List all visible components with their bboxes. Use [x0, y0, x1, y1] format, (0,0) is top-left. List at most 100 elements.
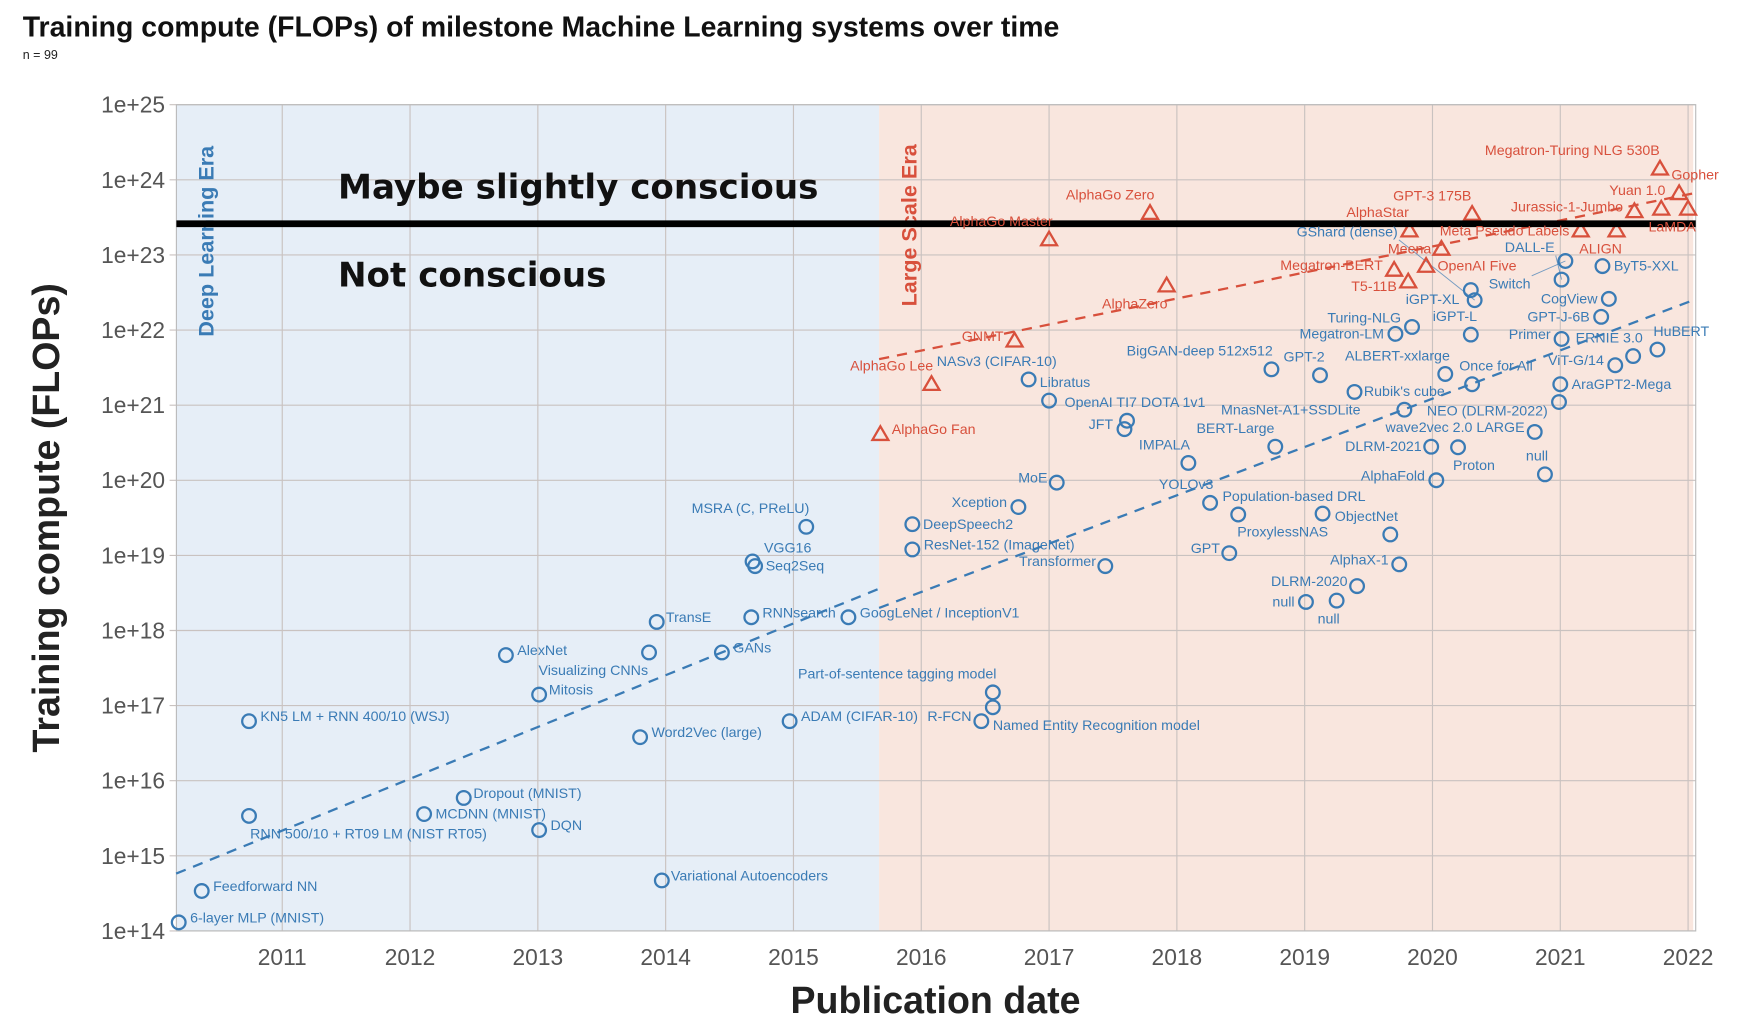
data-point-circle — [1391, 556, 1408, 573]
data-point-label: null — [1272, 594, 1294, 610]
data-point-circle — [1202, 494, 1219, 511]
x-axis-ticks: 2011 2012 2013 2014 2015 2016 2017 2018 2019 2020… — [258, 944, 1714, 970]
data-point-label: ResNet-152 (ImageNet) — [924, 537, 1075, 553]
y-tick-label: 1e+25 — [101, 92, 165, 118]
data-point-circle — [747, 558, 764, 575]
data-point-circle — [1649, 341, 1666, 358]
x-tick-label: 2020 — [1407, 944, 1458, 970]
x-tick-label: 2016 — [896, 944, 947, 970]
data-point-circle — [653, 872, 670, 889]
data-point-label: Jurassic-1-Jumbo — [1511, 199, 1623, 215]
data-point-triangle — [921, 373, 942, 392]
data-point-circle — [241, 807, 257, 824]
data-point-label: GShard (dense) — [1297, 224, 1398, 240]
data-point-triangle — [1431, 238, 1452, 256]
x-tick-label: 2017 — [1024, 944, 1075, 970]
annotation-above: Maybe slightly conscious — [338, 168, 818, 208]
data-point-circle — [1404, 318, 1420, 335]
x-tick-label: 2022 — [1663, 944, 1714, 970]
data-point-circle — [840, 609, 857, 626]
data-point-label: AlphaGo Lee — [850, 359, 933, 375]
data-point-circle — [455, 789, 472, 806]
y-tick-label: 1e+20 — [101, 467, 165, 493]
data-point-label: Switch — [1489, 276, 1531, 292]
data-point-circle — [170, 914, 187, 931]
data-point-circle — [497, 647, 514, 664]
data-point-circle — [1020, 371, 1037, 388]
data-point-circle — [193, 883, 210, 899]
data-point-triangle — [1678, 198, 1699, 216]
era-region — [176, 104, 880, 931]
data-point-label: YOLOv3 — [1159, 477, 1214, 493]
y-tick-label: 1e+19 — [101, 542, 165, 568]
data-point-circle — [1297, 593, 1314, 610]
data-point-label: GPT-3 175B — [1393, 188, 1471, 204]
data-point-triangle — [1399, 220, 1420, 238]
data-point-label: Meena — [1388, 242, 1432, 258]
y-tick-label: 1e+18 — [101, 617, 165, 643]
data-point-circle — [1625, 348, 1642, 365]
data-point-label: ALIGN — [1579, 241, 1622, 257]
data-point-circle — [1387, 325, 1404, 342]
data-point-label: GPT-J-6B — [1527, 309, 1589, 325]
data-point-label: AlphaStar — [1346, 205, 1409, 221]
data-point-label: RNNsearch — [762, 605, 835, 621]
data-point-label: AlexNet — [517, 643, 567, 659]
data-point-circle — [743, 609, 760, 626]
data-point-circle — [1437, 366, 1454, 382]
data-point-label: ByT5-XXL — [1614, 259, 1679, 275]
data-point-circle — [798, 518, 815, 535]
y-tick-label: 1e+22 — [101, 317, 165, 343]
data-point-label: R-FCN — [927, 709, 971, 725]
data-point-circle — [241, 713, 257, 730]
data-point-label: CogView — [1541, 291, 1598, 307]
data-point-triangle — [870, 424, 891, 442]
gridlines — [169, 104, 1697, 932]
data-point-label: AlphaZero — [1102, 296, 1168, 312]
data-point-label: TransE — [666, 610, 711, 626]
data-point-circle — [1450, 439, 1467, 456]
data-point-label: DeepSpeech2 — [923, 517, 1013, 533]
data-point-circle — [1526, 423, 1543, 440]
annotation-below: Not conscious — [338, 255, 606, 295]
data-point-triangle — [1004, 330, 1025, 348]
y-tick-label: 1e+15 — [101, 843, 165, 869]
data-point-label: Megatron-LM — [1299, 326, 1384, 342]
data-point-label: null — [1318, 611, 1340, 627]
data-point-circle — [531, 822, 548, 839]
data-point-label: OpenAI Five — [1437, 259, 1516, 275]
data-point-circle — [984, 684, 1001, 701]
data-point-label: AlphaGo Fan — [892, 422, 976, 438]
data-point-label: GPT — [1191, 541, 1221, 557]
data-point-label: MnasNet-A1+SSDLite — [1221, 403, 1361, 419]
data-point-triangle — [1624, 201, 1645, 219]
data-point-circle — [1346, 383, 1363, 400]
era-backgrounds — [176, 104, 1694, 931]
data-point-circle — [1396, 401, 1413, 418]
data-point-label: Rubik's cube — [1364, 384, 1445, 400]
data-point-label: Xception — [952, 495, 1007, 511]
data-point-circle — [781, 713, 798, 730]
data-point-label: Word2Vec (large) — [651, 725, 761, 741]
data-point-circle — [1557, 253, 1574, 269]
data-point-label: T5-11B — [1351, 279, 1397, 295]
data-point-markers — [170, 158, 1699, 931]
data-point-label: GoogLeNet / InceptionV1 — [860, 605, 1020, 621]
data-point-label: ERNIE 3.0 — [1576, 330, 1643, 346]
data-point-labels: 6-layer MLP (MNIST) Feedforward NN KN5 LM … — [190, 143, 1719, 926]
data-point-label: IMPALA — [1139, 437, 1191, 453]
data-point-label: Feedforward NN — [213, 879, 317, 895]
data-point-label: Primer — [1509, 327, 1551, 343]
data-point-circle — [1553, 331, 1570, 347]
data-point-label: AlphaX-1 — [1330, 552, 1389, 568]
data-point-label: AlphaGo Zero — [1066, 187, 1155, 203]
data-point-circle — [1593, 308, 1610, 325]
data-point-triangle — [1039, 229, 1060, 247]
data-point-label: OpenAI TI7 DOTA 1v1 — [1065, 395, 1206, 411]
data-point-circle — [648, 613, 665, 630]
chart-title: Training compute (FLOPs) of milestone Ma… — [23, 11, 1060, 43]
data-point-label: KN5 LM + RNN 400/10 (WSJ) — [260, 709, 449, 725]
x-tick-label: 2014 — [640, 944, 691, 970]
data-point-label: DLRM-2020 — [1271, 574, 1348, 590]
data-point-circle — [1221, 545, 1238, 562]
